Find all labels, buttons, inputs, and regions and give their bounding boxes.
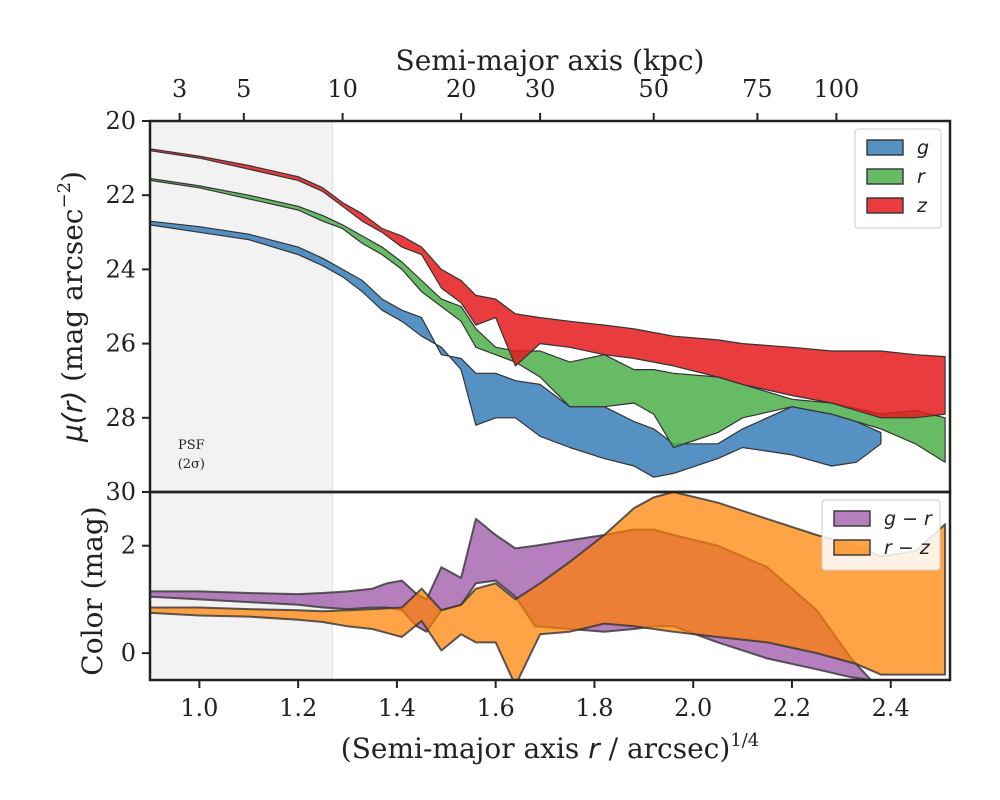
legend-label-r: r — [917, 166, 926, 188]
band-r-minus-z — [150, 492, 947, 680]
top-tick-label: 5 — [236, 75, 251, 103]
x-tick-label: 2.4 — [872, 694, 910, 722]
axis-labels: Semi-major axis (kpc) (Semi-major axis r … — [54, 44, 759, 765]
top-tick-label: 75 — [742, 75, 773, 103]
legend-swatch-r — [866, 168, 904, 185]
x-tick-label: 1.0 — [180, 694, 218, 722]
legend-label-z: z — [916, 195, 928, 217]
legend-swatch-z — [866, 197, 904, 214]
y-tick-label: 24 — [105, 255, 136, 283]
legend-swatch-r-minus-z — [833, 539, 871, 556]
y-tick-label: 28 — [105, 404, 136, 432]
top-tick-label: 3 — [172, 75, 187, 103]
y-tick-label: 20 — [105, 107, 136, 135]
y-tick-label: 26 — [105, 330, 136, 358]
psf-shaded-region — [149, 120, 334, 681]
top-tick-label: 50 — [638, 75, 669, 103]
legend-label-g: g — [917, 137, 929, 159]
x-tick-label: 2.0 — [674, 694, 712, 722]
top-tick-label: 100 — [814, 75, 860, 103]
y-tick-label: 30 — [105, 478, 136, 506]
top-axis-title: Semi-major axis (kpc) — [396, 44, 705, 77]
color-panel: 0 2 1.0 1.2 1.4 1.6 1.8 2.0 2.2 2.4 g − r r − z — [121, 490, 952, 722]
x-tick-label: 1.6 — [477, 694, 515, 722]
legend-swatch-g — [866, 139, 904, 156]
psf-sigma-label: (2σ) — [178, 457, 205, 472]
y-tick-label: 2 — [121, 532, 136, 560]
x-tick-label: 1.8 — [575, 694, 613, 722]
x-tick-label: 2.2 — [773, 694, 811, 722]
band-r — [150, 177, 946, 463]
psf-label: PSF — [178, 438, 205, 453]
band-g — [150, 220, 882, 478]
y-axis-title: μ(r) (mag arcsec−2) — [54, 171, 89, 443]
y-tick-label: 22 — [105, 181, 136, 209]
x-tick-label: 1.4 — [378, 694, 416, 722]
x-axis-title: (Semi-major axis r / arcsec)1/4 — [341, 730, 759, 765]
top-tick-label: 20 — [446, 75, 477, 103]
band-z — [150, 148, 946, 419]
x-tick-label: 1.2 — [279, 694, 317, 722]
color-axis-title: Color (mag) — [76, 506, 109, 675]
bottom-panel-frame — [148, 490, 952, 682]
y-tick-label: 0 — [121, 639, 136, 667]
top-tick-label: 10 — [327, 75, 358, 103]
top-tick-label: 30 — [525, 75, 556, 103]
legend-label-r-minus-z: r − z — [884, 537, 931, 559]
legend-label-g-minus-r: g − r — [884, 508, 933, 530]
legend-swatch-g-minus-r — [833, 510, 871, 527]
